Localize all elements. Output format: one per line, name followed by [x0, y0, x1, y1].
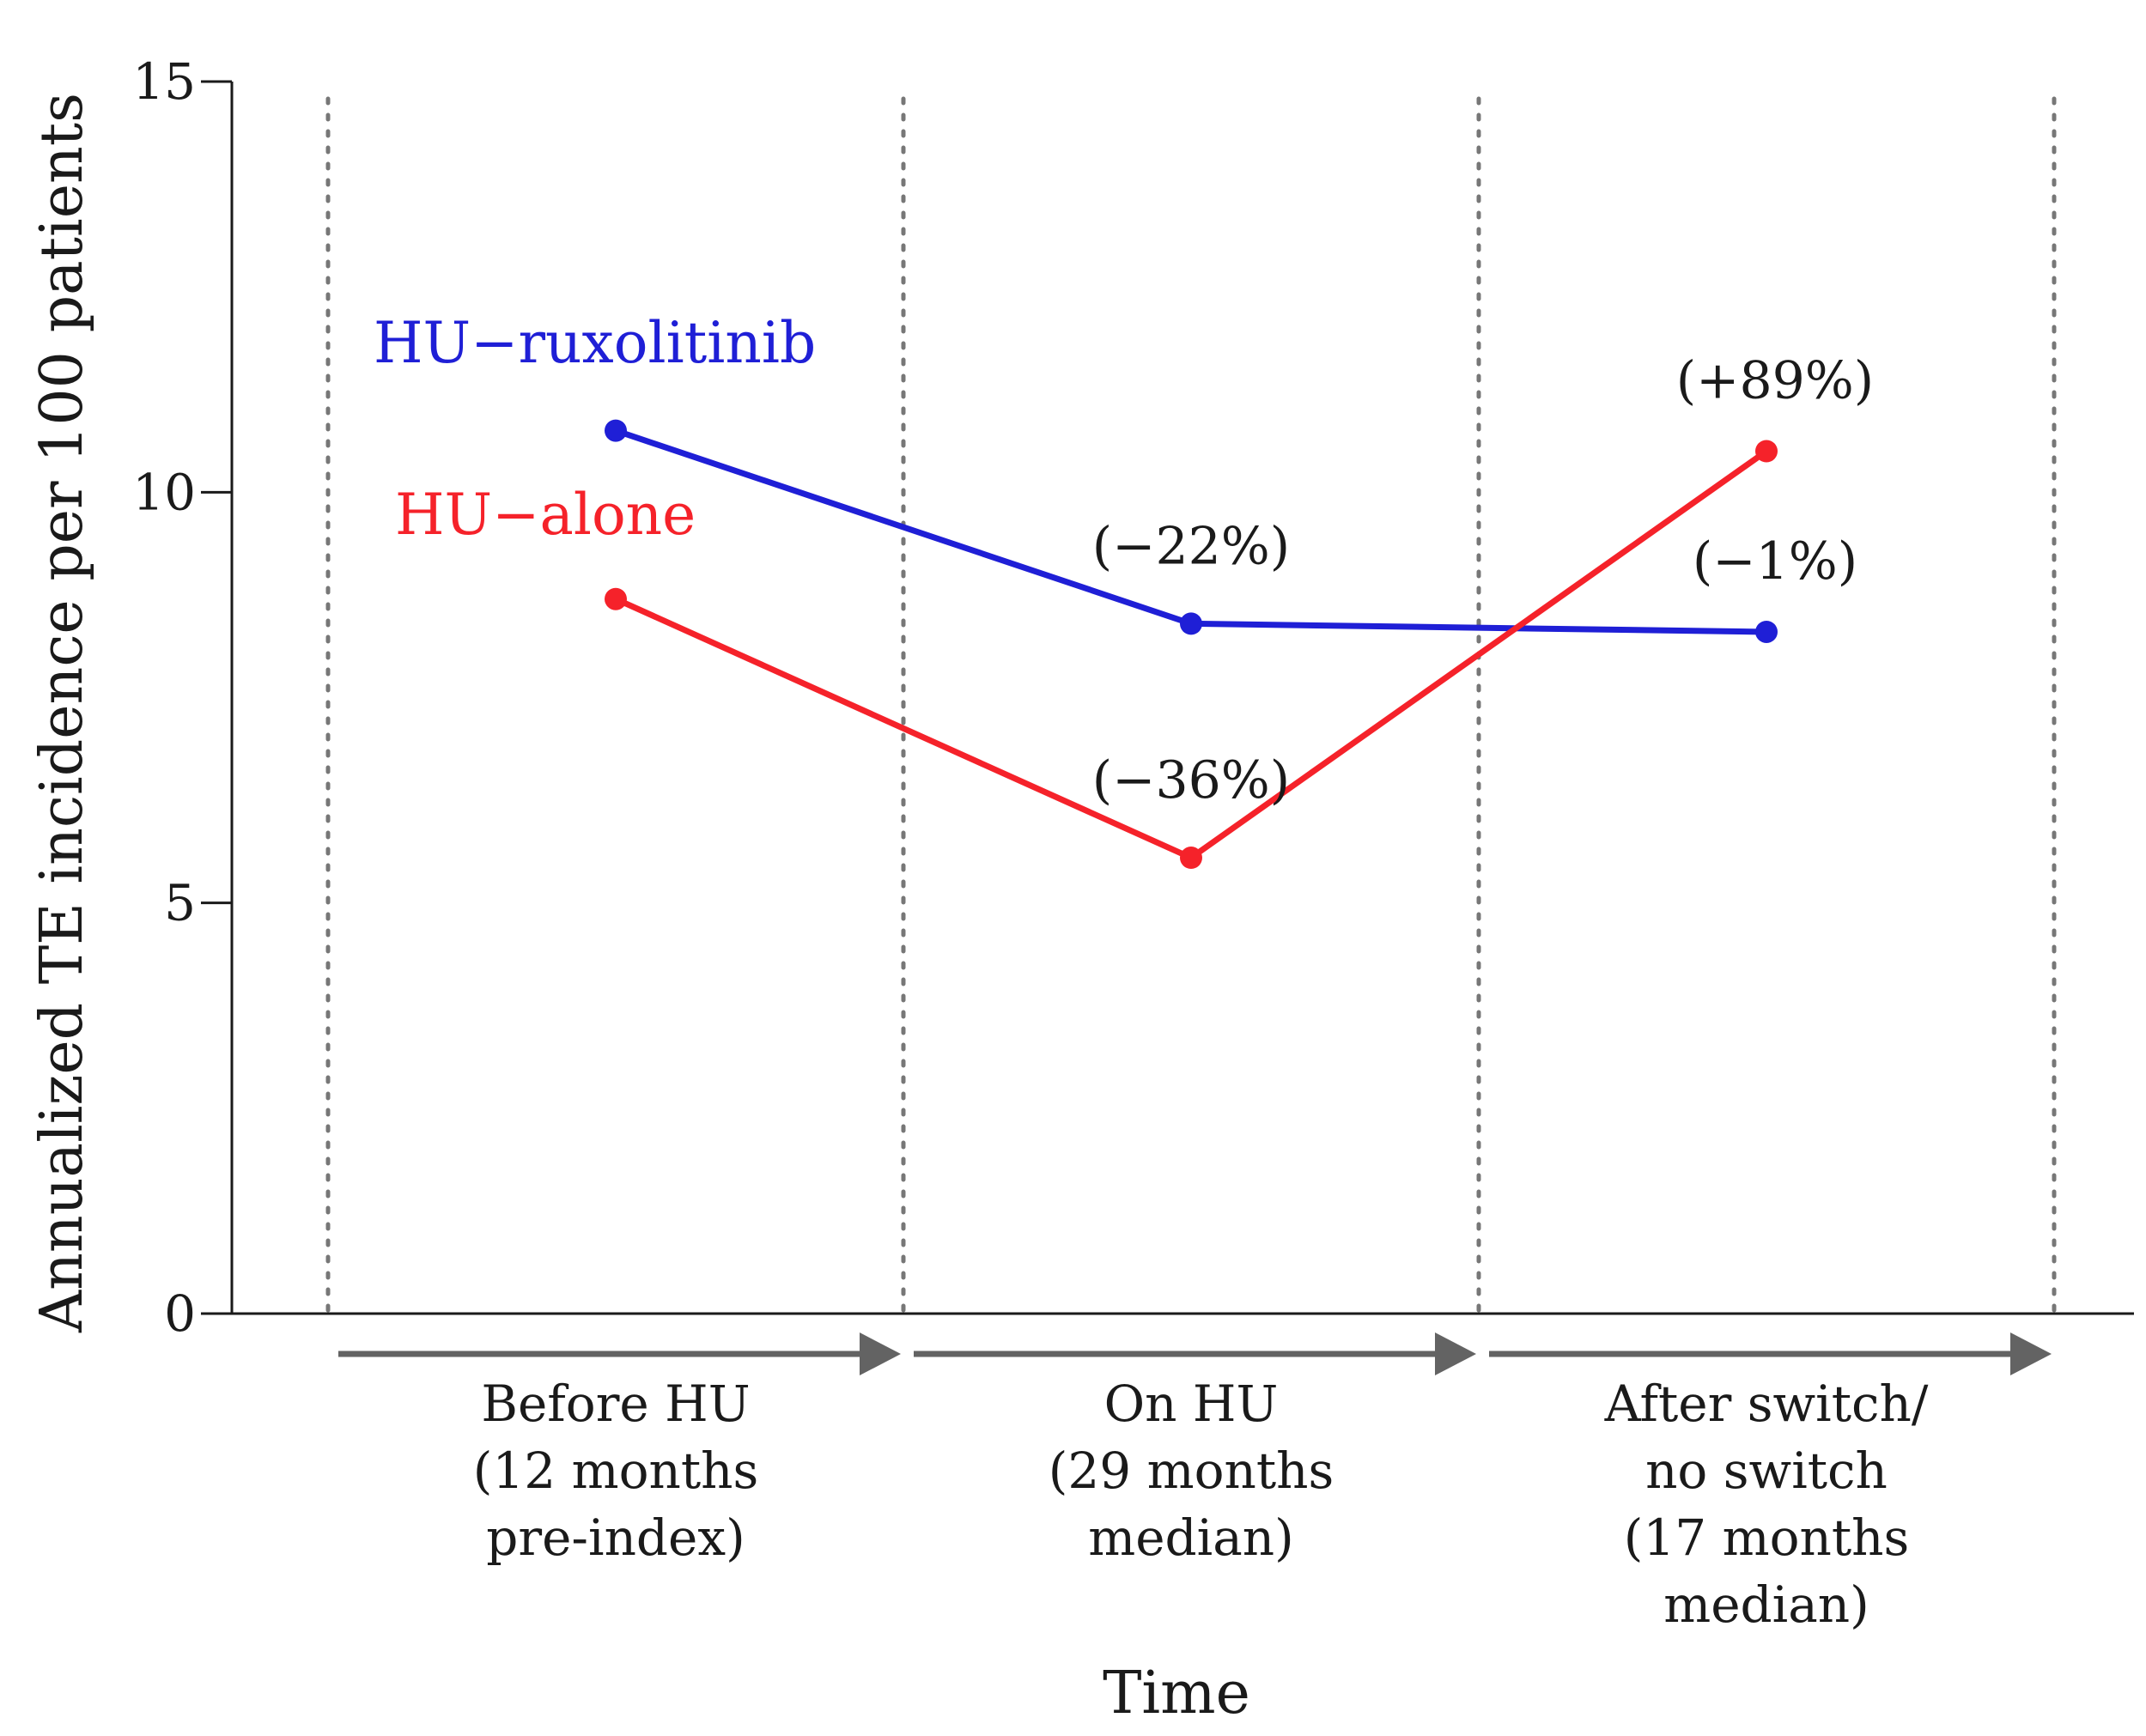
period-arrow-head-2	[2010, 1332, 2052, 1375]
data-point-s1-1	[1180, 847, 1202, 870]
period-label-1-line-2: median)	[1088, 1508, 1294, 1567]
legend-label-1: HU−alone	[395, 482, 696, 548]
legend: HU−ruxolitinib HU−alone	[374, 310, 816, 548]
data-point-s0-2	[1755, 620, 1778, 643]
change-labels: (−22%) (−1%) (−36%) (+89%)	[1092, 351, 1874, 811]
period-label-2-line-2: (17 months	[1624, 1508, 1910, 1567]
period-arrow-head-1	[1435, 1332, 1476, 1375]
period-arrow-head-0	[860, 1332, 901, 1375]
x-axis-title: Time	[1103, 1660, 1250, 1727]
period-label-1-line-1: (29 months	[1049, 1442, 1334, 1500]
y-tick-label-15: 15	[132, 52, 196, 111]
y-tick-label-5: 5	[164, 874, 196, 932]
data-point-s0-0	[605, 419, 627, 442]
change-label-s1-2: (+89%)	[1676, 351, 1874, 411]
period-labels: Before HU (12 months pre-index) On HU (29 mo…	[473, 1375, 1929, 1634]
y-tick-label-0: 0	[164, 1284, 196, 1343]
period-label-0-line-0: Before HU	[481, 1375, 750, 1433]
period-label-0-line-2: pre-index)	[486, 1508, 745, 1567]
period-label-2-line-3: median)	[1663, 1575, 1869, 1634]
y-axis-title: Annualized TE incidence per 100 patients	[28, 93, 96, 1333]
period-label-0-line-1: (12 months	[473, 1442, 759, 1500]
data-point-s1-2	[1755, 440, 1778, 463]
change-label-s0-2: (−1%)	[1693, 531, 1857, 592]
period-label-2: After switch/no switch (17 months median)	[1604, 1375, 1929, 1634]
legend-label-0: HU−ruxolitinib	[374, 310, 816, 376]
period-label-1: On HU (29 months median)	[1049, 1375, 1334, 1567]
series-points	[605, 419, 1778, 870]
change-label-s0-1: (−22%)	[1092, 516, 1290, 576]
period-label-0: Before HU (12 months pre-index)	[473, 1375, 759, 1567]
change-label-s1-1: (−36%)	[1092, 750, 1290, 810]
period-label-1-line-0: On HU	[1104, 1375, 1279, 1433]
period-dividers	[325, 96, 2057, 1316]
period-label-2-line-0: After switch/	[1604, 1375, 1929, 1433]
data-point-s0-1	[1180, 612, 1202, 635]
period-label-2-line-1: no switch	[1645, 1442, 1888, 1500]
data-point-s1-0	[605, 587, 627, 610]
y-axis: 0 5 10 15	[132, 52, 234, 1343]
y-tick-label-10: 10	[132, 463, 196, 521]
period-arrows	[338, 1332, 2052, 1375]
